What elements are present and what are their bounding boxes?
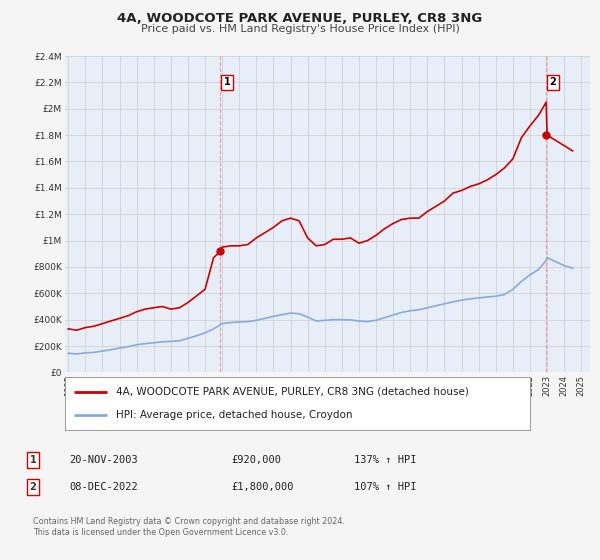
Text: 08-DEC-2022: 08-DEC-2022 bbox=[69, 482, 138, 492]
Text: HPI: Average price, detached house, Croydon: HPI: Average price, detached house, Croy… bbox=[116, 410, 352, 421]
Text: Contains HM Land Registry data © Crown copyright and database right 2024.
This d: Contains HM Land Registry data © Crown c… bbox=[33, 517, 345, 537]
Text: 2: 2 bbox=[29, 482, 37, 492]
Text: 137% ↑ HPI: 137% ↑ HPI bbox=[354, 455, 416, 465]
Text: 4A, WOODCOTE PARK AVENUE, PURLEY, CR8 3NG: 4A, WOODCOTE PARK AVENUE, PURLEY, CR8 3N… bbox=[118, 12, 482, 25]
Text: 1: 1 bbox=[224, 77, 230, 87]
Text: 1: 1 bbox=[29, 455, 37, 465]
Text: 107% ↑ HPI: 107% ↑ HPI bbox=[354, 482, 416, 492]
Text: 2: 2 bbox=[550, 77, 556, 87]
Text: £1,800,000: £1,800,000 bbox=[231, 482, 293, 492]
Text: £920,000: £920,000 bbox=[231, 455, 281, 465]
Text: 20-NOV-2003: 20-NOV-2003 bbox=[69, 455, 138, 465]
Text: 4A, WOODCOTE PARK AVENUE, PURLEY, CR8 3NG (detached house): 4A, WOODCOTE PARK AVENUE, PURLEY, CR8 3N… bbox=[116, 386, 469, 396]
Text: Price paid vs. HM Land Registry's House Price Index (HPI): Price paid vs. HM Land Registry's House … bbox=[140, 24, 460, 34]
